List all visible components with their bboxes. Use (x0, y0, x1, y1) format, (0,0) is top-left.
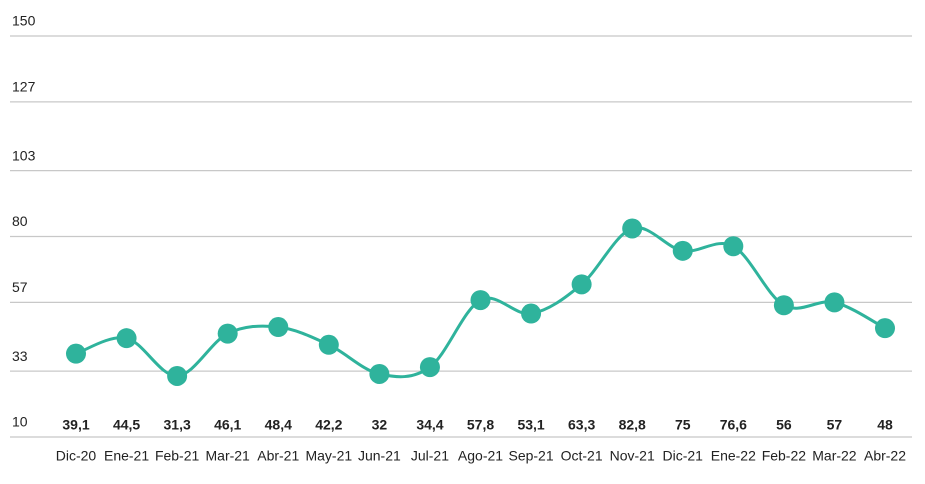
x-tick-label: May-21 (305, 448, 352, 464)
marker (419, 357, 440, 378)
marker (167, 365, 188, 386)
value-label: 53,1 (517, 417, 544, 433)
value-label: 76,6 (720, 417, 747, 433)
x-tick-label: Nov-21 (610, 448, 655, 464)
marker (875, 318, 895, 339)
value-label: 46,1 (214, 417, 241, 433)
x-tick-label: Feb-21 (155, 448, 200, 464)
value-label: 42,2 (315, 417, 342, 433)
value-label: 39,1 (62, 417, 89, 433)
x-tick-label: Ago-21 (458, 448, 503, 464)
x-tick-label: Oct-21 (561, 448, 603, 464)
value-label: 57 (827, 417, 843, 433)
marker (824, 292, 845, 313)
value-label: 34,4 (416, 417, 443, 433)
marker (521, 303, 542, 324)
y-tick-label: 10 (12, 414, 28, 430)
x-tick-label: Jul-21 (411, 448, 449, 464)
marker (369, 363, 390, 384)
marker (268, 317, 289, 338)
marker (66, 343, 86, 364)
marker (773, 295, 794, 316)
y-tick-label: 103 (12, 147, 36, 163)
value-label: 48 (877, 417, 893, 433)
x-tick-label: Ene-22 (711, 448, 756, 464)
x-tick-label: Abr-22 (864, 448, 906, 464)
marker (470, 290, 491, 311)
x-tick-label: Mar-21 (206, 448, 251, 464)
y-tick-label: 57 (12, 279, 28, 295)
value-label: 63,3 (568, 417, 595, 433)
x-tick-label: Sep-21 (508, 448, 553, 464)
x-tick-label: Dic-20 (56, 448, 97, 464)
marker (723, 236, 744, 257)
value-label: 82,8 (619, 417, 646, 433)
value-label: 32 (372, 417, 388, 433)
x-tick-label: Dic-21 (663, 448, 704, 464)
marker (217, 323, 238, 344)
value-label: 44,5 (113, 417, 140, 433)
value-label: 48,4 (265, 417, 292, 433)
value-label: 75 (675, 417, 691, 433)
value-label: 57,8 (467, 417, 494, 433)
x-tick-label: Abr-21 (257, 448, 299, 464)
marker (571, 274, 592, 295)
marker (622, 218, 643, 239)
x-tick-label: Feb-22 (762, 448, 807, 464)
y-tick-label: 127 (12, 79, 36, 95)
x-tick-label: Ene-21 (104, 448, 149, 464)
y-tick-label: 150 (12, 13, 36, 29)
y-tick-label: 80 (12, 213, 28, 229)
x-tick-label: Jun-21 (358, 448, 401, 464)
marker (672, 240, 693, 261)
y-tick-label: 33 (12, 348, 28, 364)
marker (116, 328, 137, 349)
x-tick-label: Mar-22 (812, 448, 857, 464)
value-label: 31,3 (164, 417, 191, 433)
value-label: 56 (776, 417, 792, 433)
marker (318, 334, 339, 355)
